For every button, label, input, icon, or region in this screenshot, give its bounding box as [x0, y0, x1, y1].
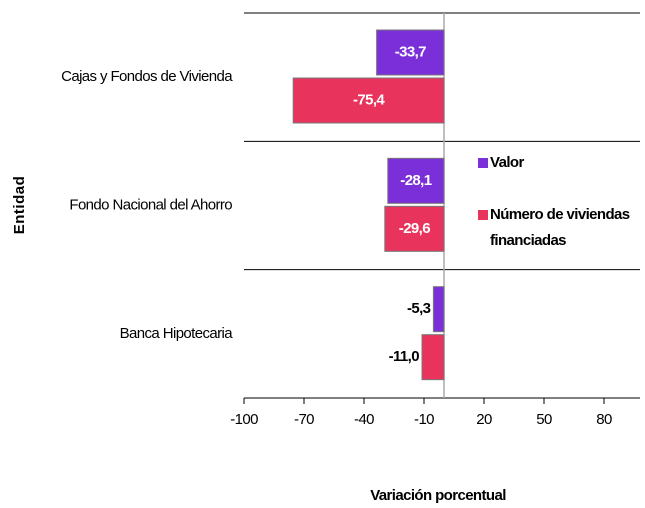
y-tick-label: Fondo Nacional del Ahorro [69, 196, 232, 213]
legend-item: Número de viviendas financiadas [478, 202, 640, 254]
data-label: -28,1 [400, 172, 431, 189]
legend-swatch [478, 210, 488, 220]
legend-label: Número de viviendas financiadas [490, 206, 630, 249]
y-tick-label: Cajas y Fondos de Vivienda [61, 68, 233, 85]
bar [421, 334, 445, 381]
bar [376, 29, 445, 76]
x-axis-title: Variación porcentual [370, 487, 506, 504]
x-tick-label: 80 [596, 411, 612, 428]
bar [292, 77, 445, 124]
x-tick-label: -100 [230, 411, 258, 428]
y-axis-title: Entidad [11, 176, 28, 235]
data-label: -11,0 [389, 348, 420, 365]
data-label: -5,3 [407, 300, 431, 317]
legend-label: Valor [490, 154, 524, 171]
x-tick-label: -40 [354, 411, 374, 428]
legend-swatch [478, 158, 488, 168]
bar [432, 286, 445, 333]
bar [387, 157, 445, 204]
x-tick-label: -70 [294, 411, 314, 428]
legend-item: Valor [478, 150, 640, 176]
data-label: -33,7 [395, 43, 426, 60]
x-tick-label: 20 [476, 411, 492, 428]
y-tick-label: Banca Hipotecaria [120, 325, 234, 342]
x-tick-label: -10 [414, 411, 434, 428]
bar [384, 205, 445, 252]
data-label: -29,6 [399, 220, 430, 237]
x-tick-label: 50 [536, 411, 552, 428]
data-label: -75,4 [353, 91, 385, 108]
